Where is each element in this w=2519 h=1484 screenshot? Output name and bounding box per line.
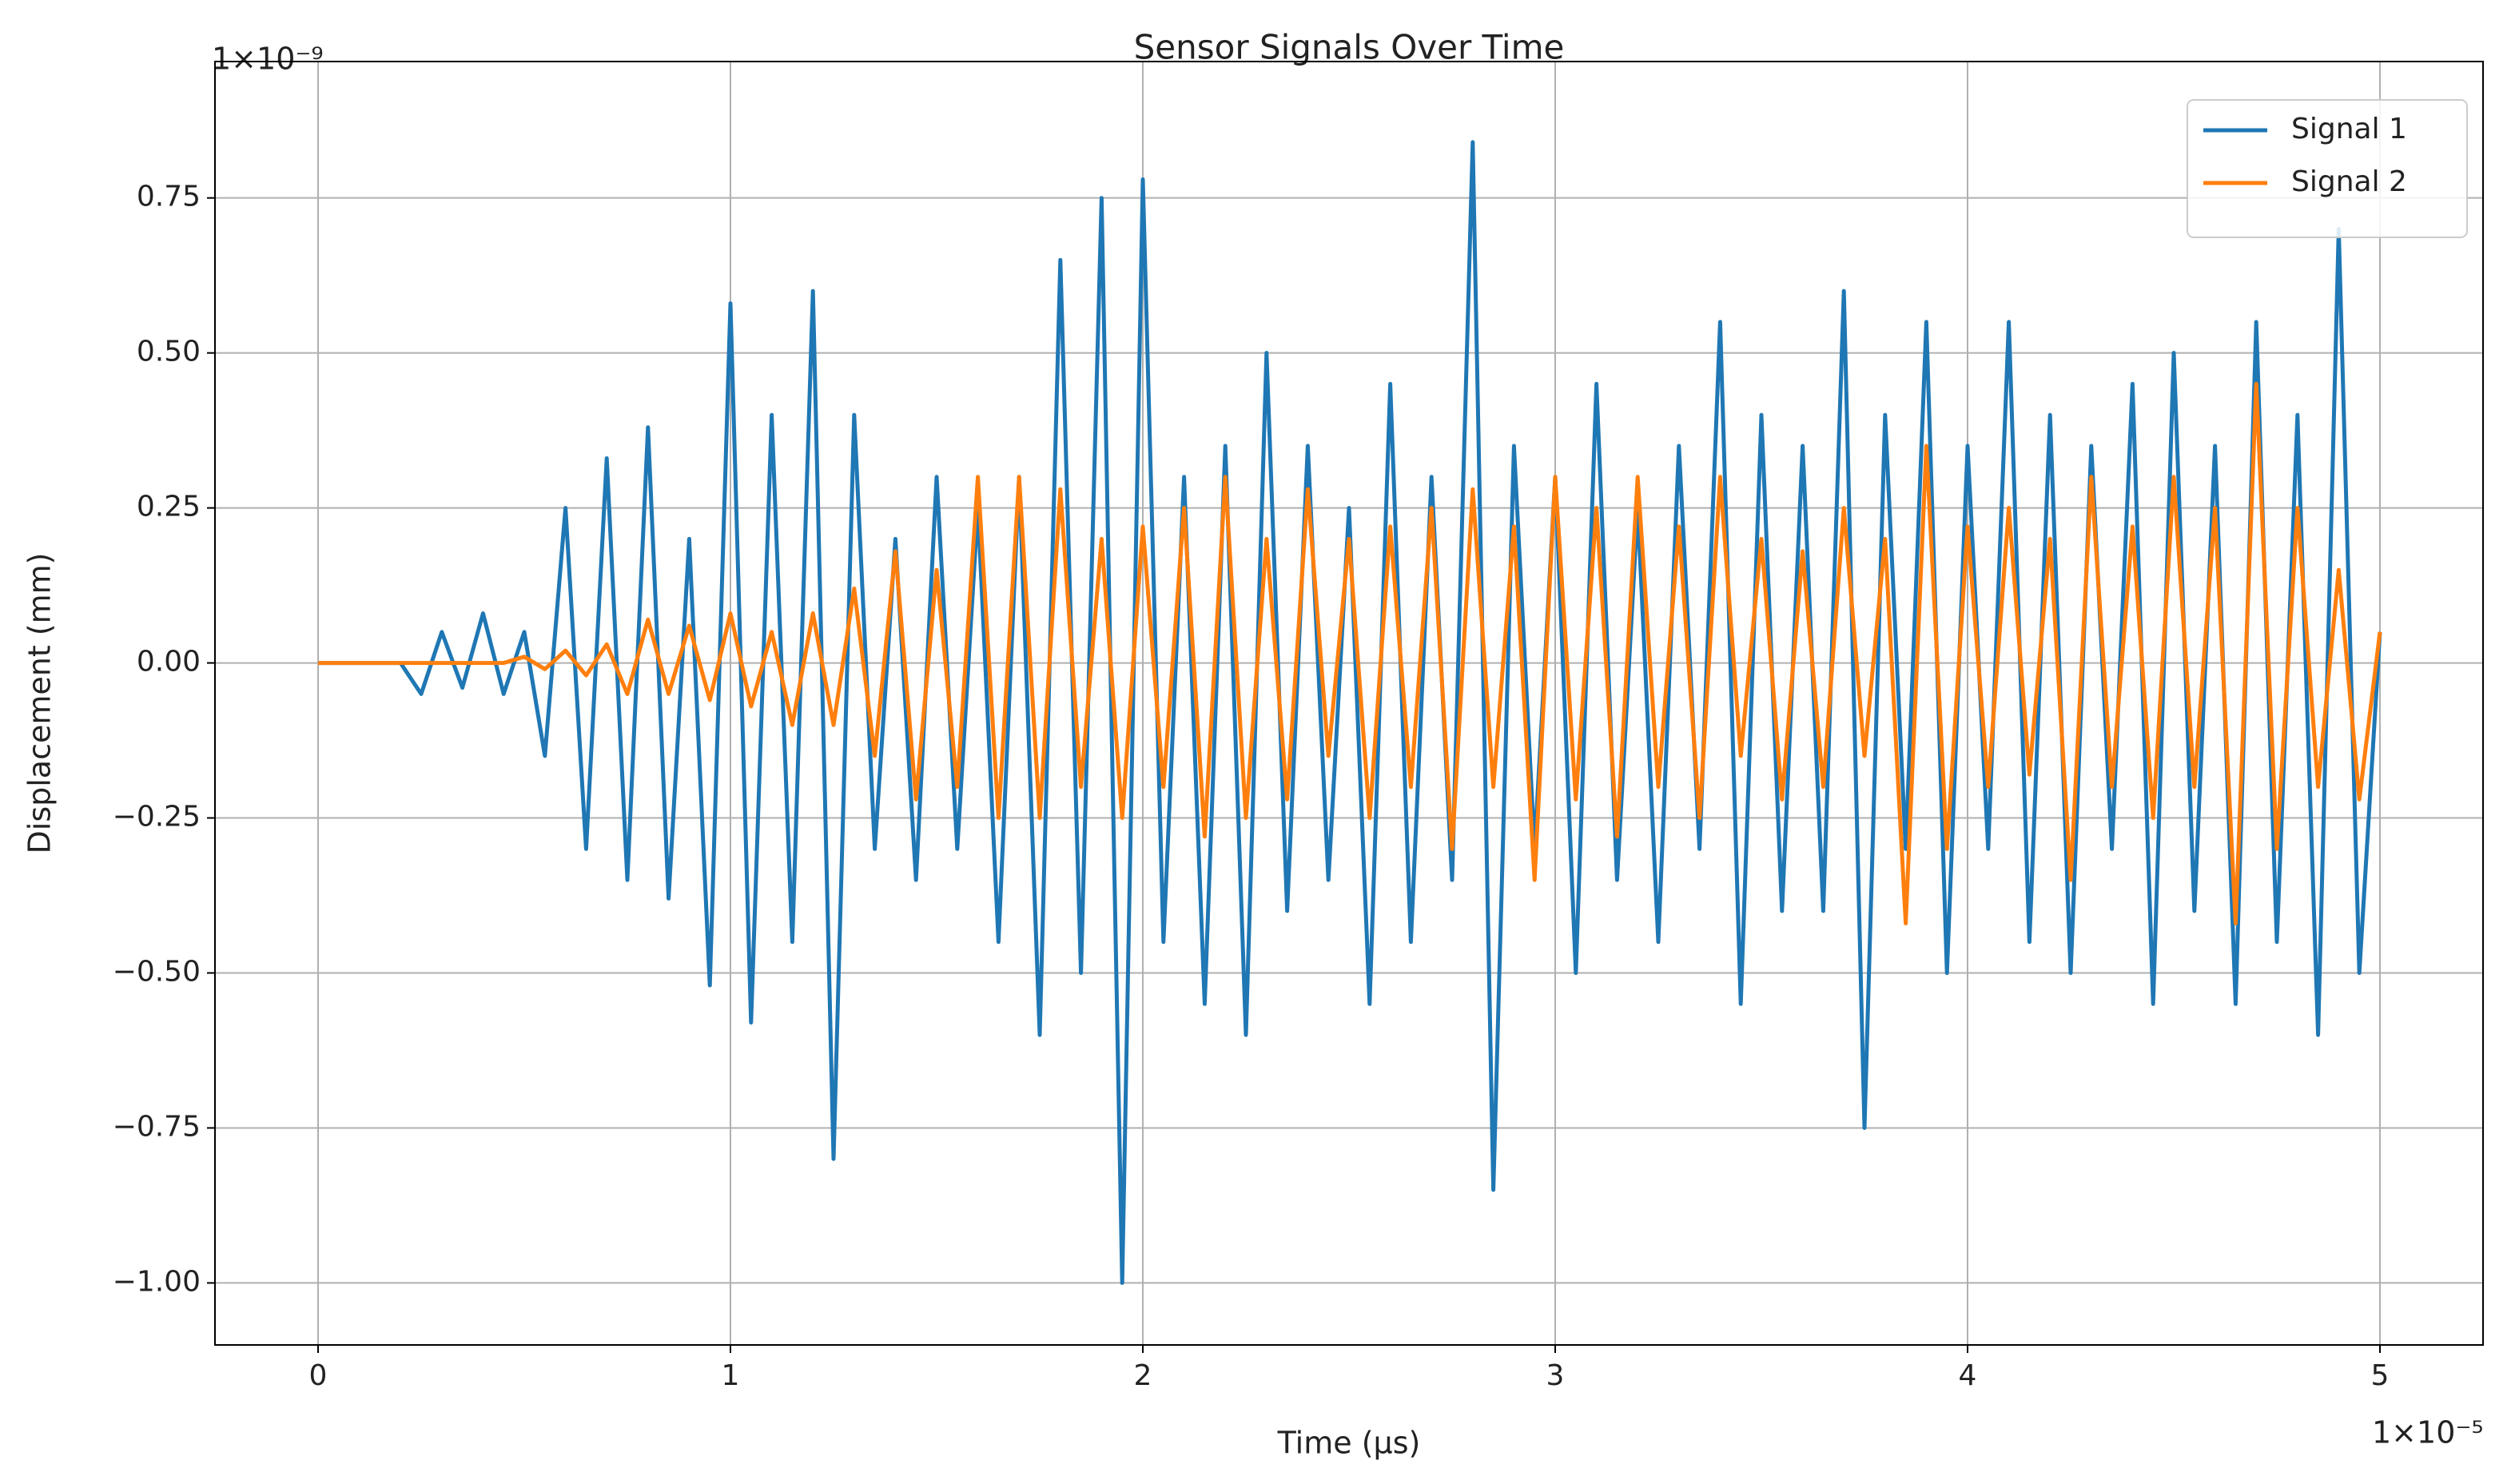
y-tick-label: 0.50 bbox=[137, 336, 201, 368]
chart-title: Sensor Signals Over Time bbox=[1134, 28, 1565, 67]
series-line bbox=[318, 381, 2382, 925]
series-line bbox=[318, 140, 2382, 1285]
x-tick-label: 1 bbox=[722, 1359, 740, 1392]
y-tick-label: 0.25 bbox=[137, 491, 201, 523]
x-tick-label: 2 bbox=[1134, 1359, 1152, 1392]
x-tick-label: 5 bbox=[2371, 1359, 2390, 1392]
legend: Signal 1 Signal 2 bbox=[2187, 99, 2468, 238]
legend-box bbox=[2187, 99, 2468, 238]
legend-label: Signal 2 bbox=[2291, 165, 2407, 198]
y-tick-label: 0.00 bbox=[137, 646, 201, 678]
y-tick-label: −1.00 bbox=[113, 1265, 201, 1298]
plot-frame bbox=[214, 61, 2484, 1346]
y-offset-text: 1×10⁻⁹ bbox=[212, 42, 324, 77]
x-tick-label: 3 bbox=[1546, 1359, 1565, 1392]
y-tick-label: −0.75 bbox=[113, 1110, 201, 1143]
y-tick-label: −0.50 bbox=[113, 955, 201, 988]
legend-label: Signal 1 bbox=[2291, 113, 2407, 145]
y-tick-label: 0.75 bbox=[137, 181, 201, 213]
x-offset-text: 1×10⁻⁵ bbox=[2372, 1415, 2484, 1450]
y-tick-label: −0.25 bbox=[113, 801, 201, 834]
x-tick-label: 4 bbox=[1959, 1359, 1977, 1392]
x-tick-label: 0 bbox=[309, 1359, 328, 1392]
x-axis-label: Time (μs) bbox=[1277, 1426, 1421, 1461]
y-axis-label: Displacement (mm) bbox=[22, 553, 58, 854]
